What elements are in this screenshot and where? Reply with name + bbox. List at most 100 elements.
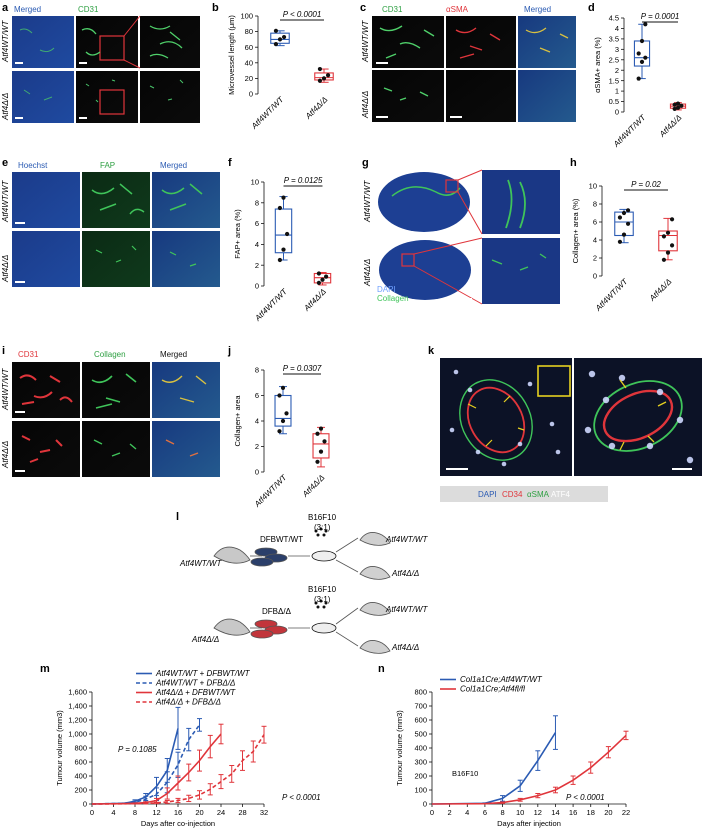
mouse-icon-wt [213,546,251,564]
y-axis-label: FAP+ area (%) [233,209,242,259]
p-value-annotation: P = 0.0001 [641,12,680,21]
y-tick-label: 1.5 [609,76,619,85]
data-point [273,28,279,33]
data-point [280,418,286,424]
zoom-box-a-wt [99,35,125,61]
x-category-label: Atf4Δ/Δ [657,113,683,139]
series-line [91,734,265,805]
y-tick-label: 1,600 [68,688,87,697]
panel-l-outcome-4: Atf4Δ/Δ [391,643,419,652]
panel-letter-f: f [228,157,232,169]
data-point [675,105,681,110]
y-tick-label: 600 [414,716,427,725]
y-tick-label: 4 [593,236,597,245]
y-axis-label: Collagen+ area (%) [571,198,580,263]
panel-c-row-wt: Atf4WT/WT [361,20,370,63]
panel-a-micrographs [12,15,200,123]
data-point [320,277,325,282]
panel-l-outcome-1: Atf4WT/WT [385,535,428,544]
x-category-label: Atf4WT/WT [253,286,290,323]
mouse-icon-ko [213,618,251,636]
x-category-label: Atf4Δ/Δ [300,473,326,499]
y-tick-label: 20 [245,74,253,83]
x-axis-label: Days after co-injection [141,819,215,828]
panel-letter-i: i [2,345,5,357]
data-point [273,41,279,47]
panel-c-micrographs [372,16,576,122]
box [274,208,293,254]
data-point [643,22,648,27]
panel-c-label-asma: αSMA [446,5,469,14]
y-axis-label: αSMA+ area (%) [593,37,602,93]
p-value-annotation: P = 0.02 [631,180,661,189]
y-tick-label: 8 [255,366,259,375]
panel-k-legend-box [440,486,608,502]
y-tick-label: 200 [74,786,87,795]
panel-l-mouse-top: Atf4WT/WT [179,559,222,568]
micrograph-a-cd31-ko [76,71,138,123]
micrograph-a-merged-wt [12,16,74,68]
x-tick-label: 12 [534,808,542,817]
fibroblast-icon-ko [250,619,288,639]
data-point [281,195,286,200]
x-category-label: Atf4Δ/Δ [303,95,329,121]
panel-e-row-ko: Atf4Δ/Δ [1,255,10,283]
data-point [672,102,677,107]
x-tick-label: 20 [604,808,612,817]
zoom-box-a-ko [99,89,125,115]
y-tick-label: 400 [414,744,427,753]
panel-l-cells-top: B16F10 [308,513,337,522]
panel-a-row-wt: Atf4WT/WT [1,20,10,63]
data-point [281,34,287,40]
x-tick-label: 14 [551,808,559,817]
panel-e-label-merged: Merged [160,161,187,170]
y-axis-label: Collagen+ area [233,395,242,447]
panel-i-row-wt: Atf4WT/WT [1,368,10,411]
x-category-label: Atf4WT/WT [252,472,289,509]
y-tick-label: 0 [83,800,87,809]
x-tick-label: 16 [569,808,577,817]
panel-a-row-ko: Atf4Δ/Δ [1,93,10,121]
legend-label: Atf4Δ/Δ + DFBWT/WT [155,688,236,697]
panel-i-label-cd31: CD31 [18,350,39,359]
legend-label: Atf4WT/WT + DFBΔ/Δ [155,679,235,688]
x-tick-label: 20 [195,808,203,817]
data-point [277,393,282,398]
panel-l-ratio-top: (3:1) [314,523,331,532]
data-point [316,271,321,276]
data-point [318,449,324,454]
data-point [325,73,331,78]
y-tick-label: 300 [414,758,427,767]
box [312,433,330,459]
data-point [315,459,320,464]
x-tick-label: 4 [465,808,469,817]
y-tick-label: 10 [589,182,597,191]
data-point [621,232,627,237]
chart-annotation: P < 0.0001 [566,793,605,802]
y-tick-label: 800 [74,744,87,753]
dish-icon-ko [311,622,337,634]
panel-letter-j: j [227,345,231,357]
panel-k-legend-dapi: DAPI [478,490,497,499]
data-point [281,247,286,252]
panel-l-schematic [213,527,391,654]
y-tick-label: 500 [414,730,427,739]
panel-k-legend-asma: αSMA [527,490,550,499]
panel-k-legend-cd34: CD34 [502,490,523,499]
y-tick-label: 4 [255,417,259,426]
data-point [318,426,324,431]
x-category-label: Atf4Δ/Δ [647,277,673,303]
panel-l-dfb-top: DFBWT/WT [260,535,303,544]
y-axis-label: Tumour volume (mm3) [395,710,404,786]
panel-letter-b: b [212,2,219,14]
x-category-label: Atf4WT/WT [249,94,286,131]
x-tick-label: 10 [516,808,524,817]
data-point [277,257,282,263]
x-tick-label: 16 [174,808,182,817]
micrograph-a-merged-ko [12,71,74,123]
y-tick-label: 2 [255,261,259,270]
data-point [639,59,645,64]
legend-label: Col1a1Cre;Atf4WT/WT [460,675,543,684]
tumor-cell-icon-ko [314,599,328,609]
